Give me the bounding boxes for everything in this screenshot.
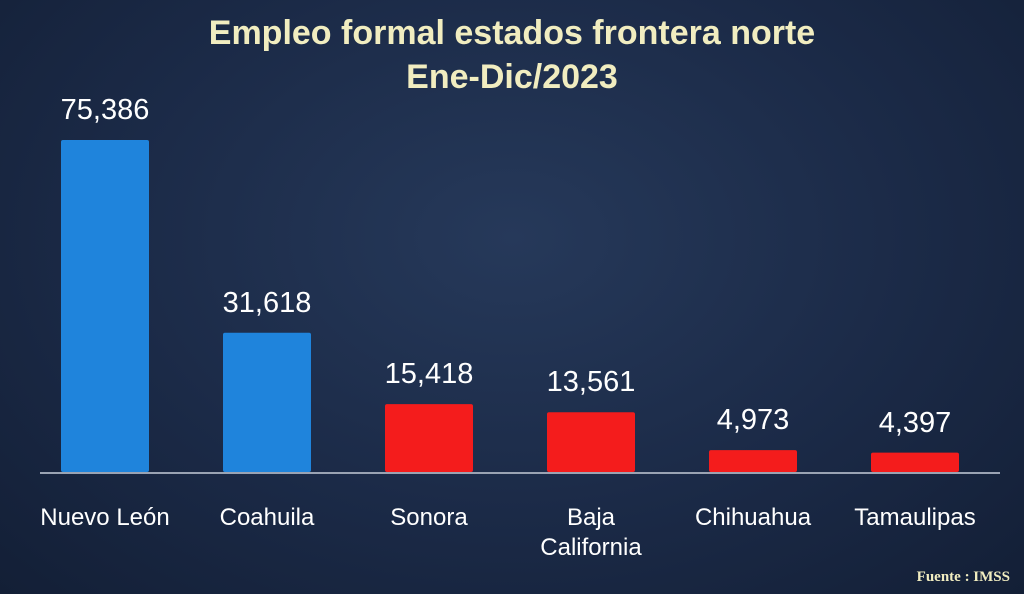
value-label: 4,397 <box>878 406 952 439</box>
chart-subtitle: Ene-Dic/2023 <box>406 58 618 96</box>
x-tick-label: Nuevo León <box>40 504 170 531</box>
value-label: 4,973 <box>716 404 790 437</box>
value-label: 13,561 <box>546 366 636 399</box>
bar <box>871 452 959 472</box>
bar <box>223 332 311 472</box>
value-label: 75,386 <box>60 94 150 126</box>
x-tick-label: Tamaulipas <box>854 504 976 531</box>
chart-title: Empleo formal estados frontera norte <box>208 14 816 52</box>
x-tick-label: Baja California <box>540 504 642 561</box>
bar <box>547 412 635 472</box>
bar <box>709 450 797 472</box>
x-tick-label: Chihuahua <box>694 504 812 531</box>
source: Fuente : IMSS <box>916 569 1010 585</box>
value-label: 31,618 <box>222 286 312 319</box>
bar <box>385 404 473 472</box>
x-tick-label: Coahuila <box>219 504 315 531</box>
value-label: 15,418 <box>384 358 474 391</box>
bar <box>61 140 149 472</box>
x-tick-label: Sonora <box>390 504 468 531</box>
